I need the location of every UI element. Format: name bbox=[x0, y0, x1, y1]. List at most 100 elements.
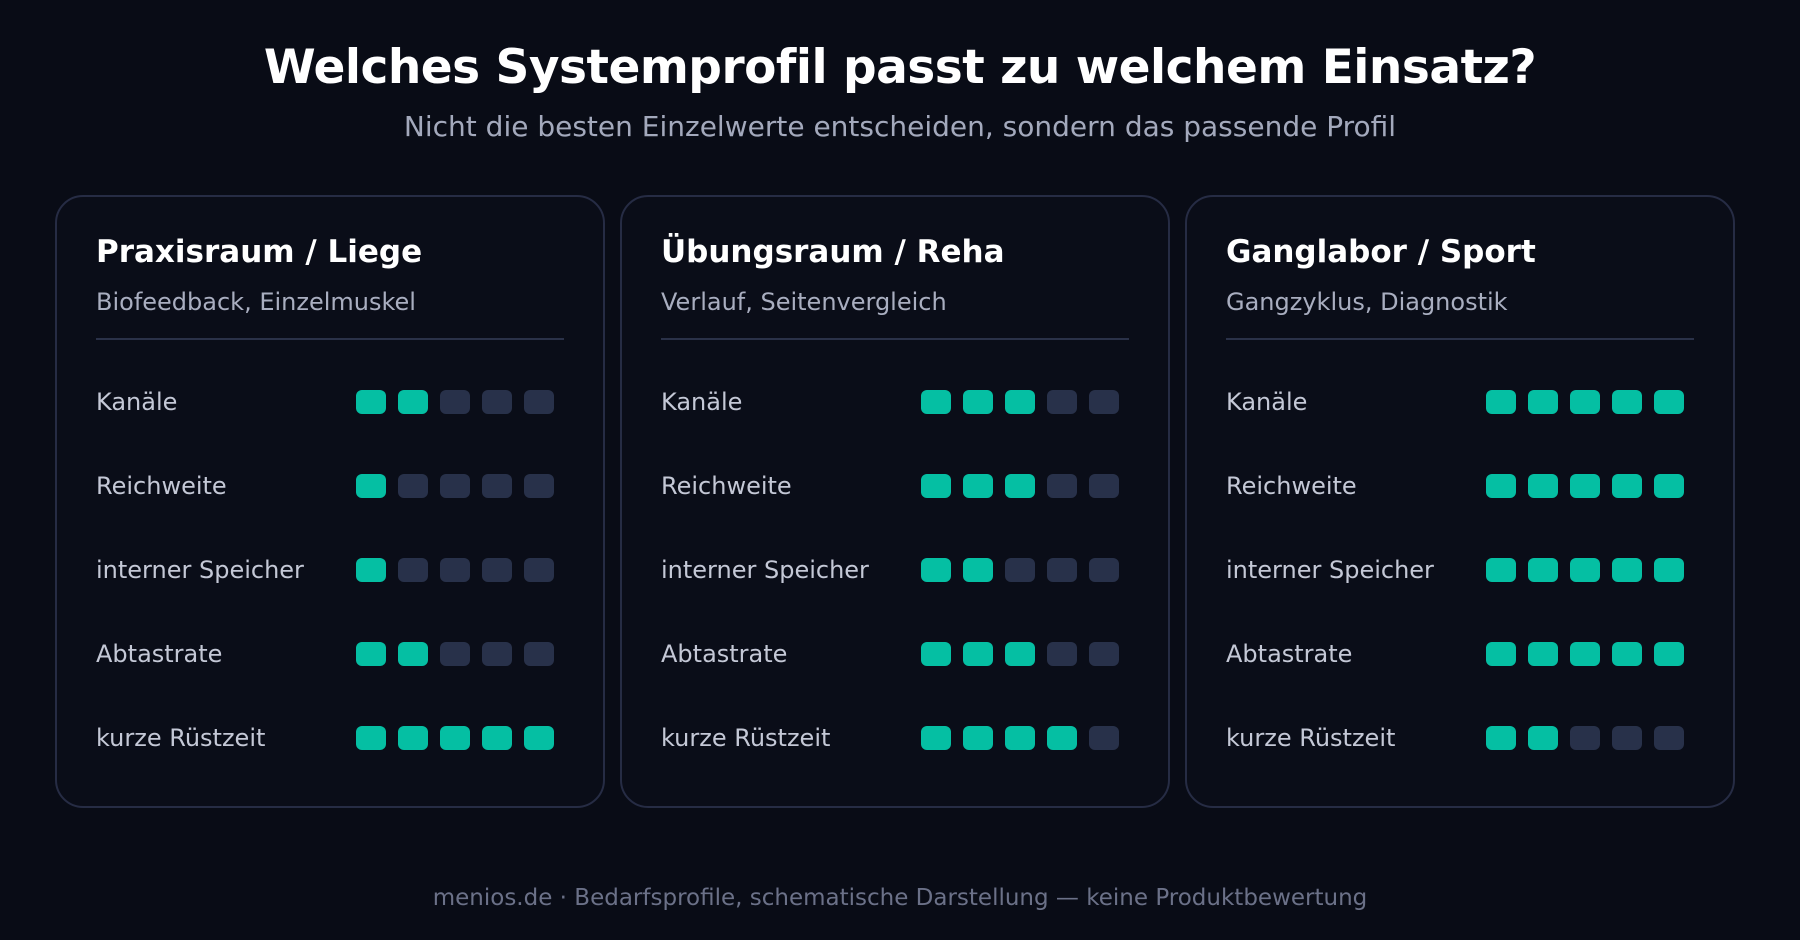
rating-dot-filled bbox=[1528, 474, 1558, 498]
rating-label: Reichweite bbox=[1226, 472, 1357, 500]
rating-row: Kanäle bbox=[661, 360, 1129, 444]
rating-dot-filled bbox=[921, 726, 951, 750]
rating-dot-filled bbox=[440, 726, 470, 750]
profile-cards: Praxisraum / Liege Biofeedback, Einzelmu… bbox=[55, 195, 1735, 808]
rating-label: interner Speicher bbox=[661, 556, 869, 584]
rating-meter bbox=[356, 474, 554, 498]
rating-dot-filled bbox=[356, 642, 386, 666]
rating-row: Kanäle bbox=[1226, 360, 1694, 444]
rating-dot-filled bbox=[1654, 558, 1684, 582]
rating-meter bbox=[356, 390, 554, 414]
rating-dot-filled bbox=[1528, 558, 1558, 582]
rating-label: Abtastrate bbox=[661, 640, 788, 668]
rating-meter bbox=[356, 558, 554, 582]
rating-label: kurze Rüstzeit bbox=[661, 724, 831, 752]
rating-row: Abtastrate bbox=[1226, 612, 1694, 696]
rating-dot-filled bbox=[398, 390, 428, 414]
rating-dot-empty bbox=[1089, 390, 1119, 414]
rating-dot-empty bbox=[1005, 558, 1035, 582]
rating-dot-filled bbox=[1612, 474, 1642, 498]
profile-card-uebungsraum: Übungsraum / Reha Verlauf, Seitenverglei… bbox=[620, 195, 1170, 808]
rating-meter bbox=[921, 642, 1119, 666]
card-subtitle: Biofeedback, Einzelmuskel bbox=[96, 288, 416, 316]
rating-dot-empty bbox=[1612, 726, 1642, 750]
rating-dot-filled bbox=[1528, 726, 1558, 750]
rating-label: Reichweite bbox=[661, 472, 792, 500]
card-divider bbox=[1226, 338, 1694, 340]
rating-dot-empty bbox=[482, 642, 512, 666]
rating-dot-empty bbox=[398, 558, 428, 582]
card-divider bbox=[96, 338, 564, 340]
rating-row: Reichweite bbox=[661, 444, 1129, 528]
rating-dot-filled bbox=[1570, 474, 1600, 498]
rating-dot-filled bbox=[482, 726, 512, 750]
rating-label: interner Speicher bbox=[1226, 556, 1434, 584]
rating-label: Abtastrate bbox=[96, 640, 223, 668]
rating-meter bbox=[1486, 642, 1684, 666]
rating-dot-filled bbox=[398, 642, 428, 666]
card-subtitle: Gangzyklus, Diagnostik bbox=[1226, 288, 1508, 316]
rating-row: interner Speicher bbox=[96, 528, 564, 612]
page-subtitle: Nicht die besten Einzelwerte entscheiden… bbox=[403, 110, 1397, 143]
rating-meter bbox=[1486, 474, 1684, 498]
rating-dot-filled bbox=[1486, 558, 1516, 582]
rating-dot-filled bbox=[1486, 642, 1516, 666]
rating-dot-filled bbox=[524, 726, 554, 750]
rating-dot-empty bbox=[1089, 726, 1119, 750]
rating-row: Abtastrate bbox=[96, 612, 564, 696]
rating-rows: Kanäle Reichweite interner Speicher Abtastr… bbox=[1226, 360, 1694, 780]
rating-dot-filled bbox=[1005, 726, 1035, 750]
rating-dot-filled bbox=[1486, 726, 1516, 750]
rating-meter bbox=[1486, 558, 1684, 582]
rating-row: Abtastrate bbox=[661, 612, 1129, 696]
rating-dot-filled bbox=[1570, 558, 1600, 582]
card-divider bbox=[661, 338, 1129, 340]
rating-dot-empty bbox=[482, 558, 512, 582]
rating-dot-empty bbox=[482, 474, 512, 498]
rating-dot-filled bbox=[1528, 390, 1558, 414]
rating-dot-empty bbox=[440, 474, 470, 498]
rating-dot-empty bbox=[440, 642, 470, 666]
rating-dot-empty bbox=[1654, 726, 1684, 750]
rating-dot-filled bbox=[1005, 474, 1035, 498]
rating-label: Kanäle bbox=[661, 388, 743, 416]
rating-dot-filled bbox=[1570, 642, 1600, 666]
rating-dot-filled bbox=[1654, 642, 1684, 666]
rating-dot-filled bbox=[356, 390, 386, 414]
rating-dot-empty bbox=[1089, 558, 1119, 582]
rating-dot-filled bbox=[963, 642, 993, 666]
rating-row: kurze Rüstzeit bbox=[661, 696, 1129, 780]
card-title: Ganglabor / Sport bbox=[1226, 234, 1536, 270]
rating-dot-empty bbox=[524, 390, 554, 414]
rating-dot-empty bbox=[524, 474, 554, 498]
rating-meter bbox=[356, 642, 554, 666]
rating-label: Abtastrate bbox=[1226, 640, 1353, 668]
rating-dot-empty bbox=[1047, 558, 1077, 582]
card-title: Übungsraum / Reha bbox=[661, 234, 1005, 270]
rating-dot-filled bbox=[1005, 390, 1035, 414]
rating-dot-empty bbox=[440, 390, 470, 414]
rating-row: Reichweite bbox=[1226, 444, 1694, 528]
rating-dot-filled bbox=[921, 390, 951, 414]
rating-meter bbox=[1486, 390, 1684, 414]
rating-dot-filled bbox=[1654, 474, 1684, 498]
rating-dot-filled bbox=[356, 474, 386, 498]
rating-dot-filled bbox=[398, 726, 428, 750]
rating-row: interner Speicher bbox=[1226, 528, 1694, 612]
rating-dot-filled bbox=[356, 558, 386, 582]
rating-dot-filled bbox=[1005, 642, 1035, 666]
rating-dot-filled bbox=[1570, 390, 1600, 414]
rating-dot-empty bbox=[482, 390, 512, 414]
rating-dot-empty bbox=[1089, 474, 1119, 498]
rating-dot-filled bbox=[963, 474, 993, 498]
rating-rows: Kanäle Reichweite interner Speicher Abtastr… bbox=[96, 360, 564, 780]
rating-dot-empty bbox=[440, 558, 470, 582]
rating-dot-empty bbox=[1570, 726, 1600, 750]
rating-label: kurze Rüstzeit bbox=[1226, 724, 1396, 752]
rating-rows: Kanäle Reichweite interner Speicher Abtastr… bbox=[661, 360, 1129, 780]
rating-dot-filled bbox=[921, 558, 951, 582]
rating-meter bbox=[921, 558, 1119, 582]
rating-dot-empty bbox=[524, 642, 554, 666]
rating-dot-filled bbox=[1047, 726, 1077, 750]
rating-meter bbox=[356, 726, 554, 750]
